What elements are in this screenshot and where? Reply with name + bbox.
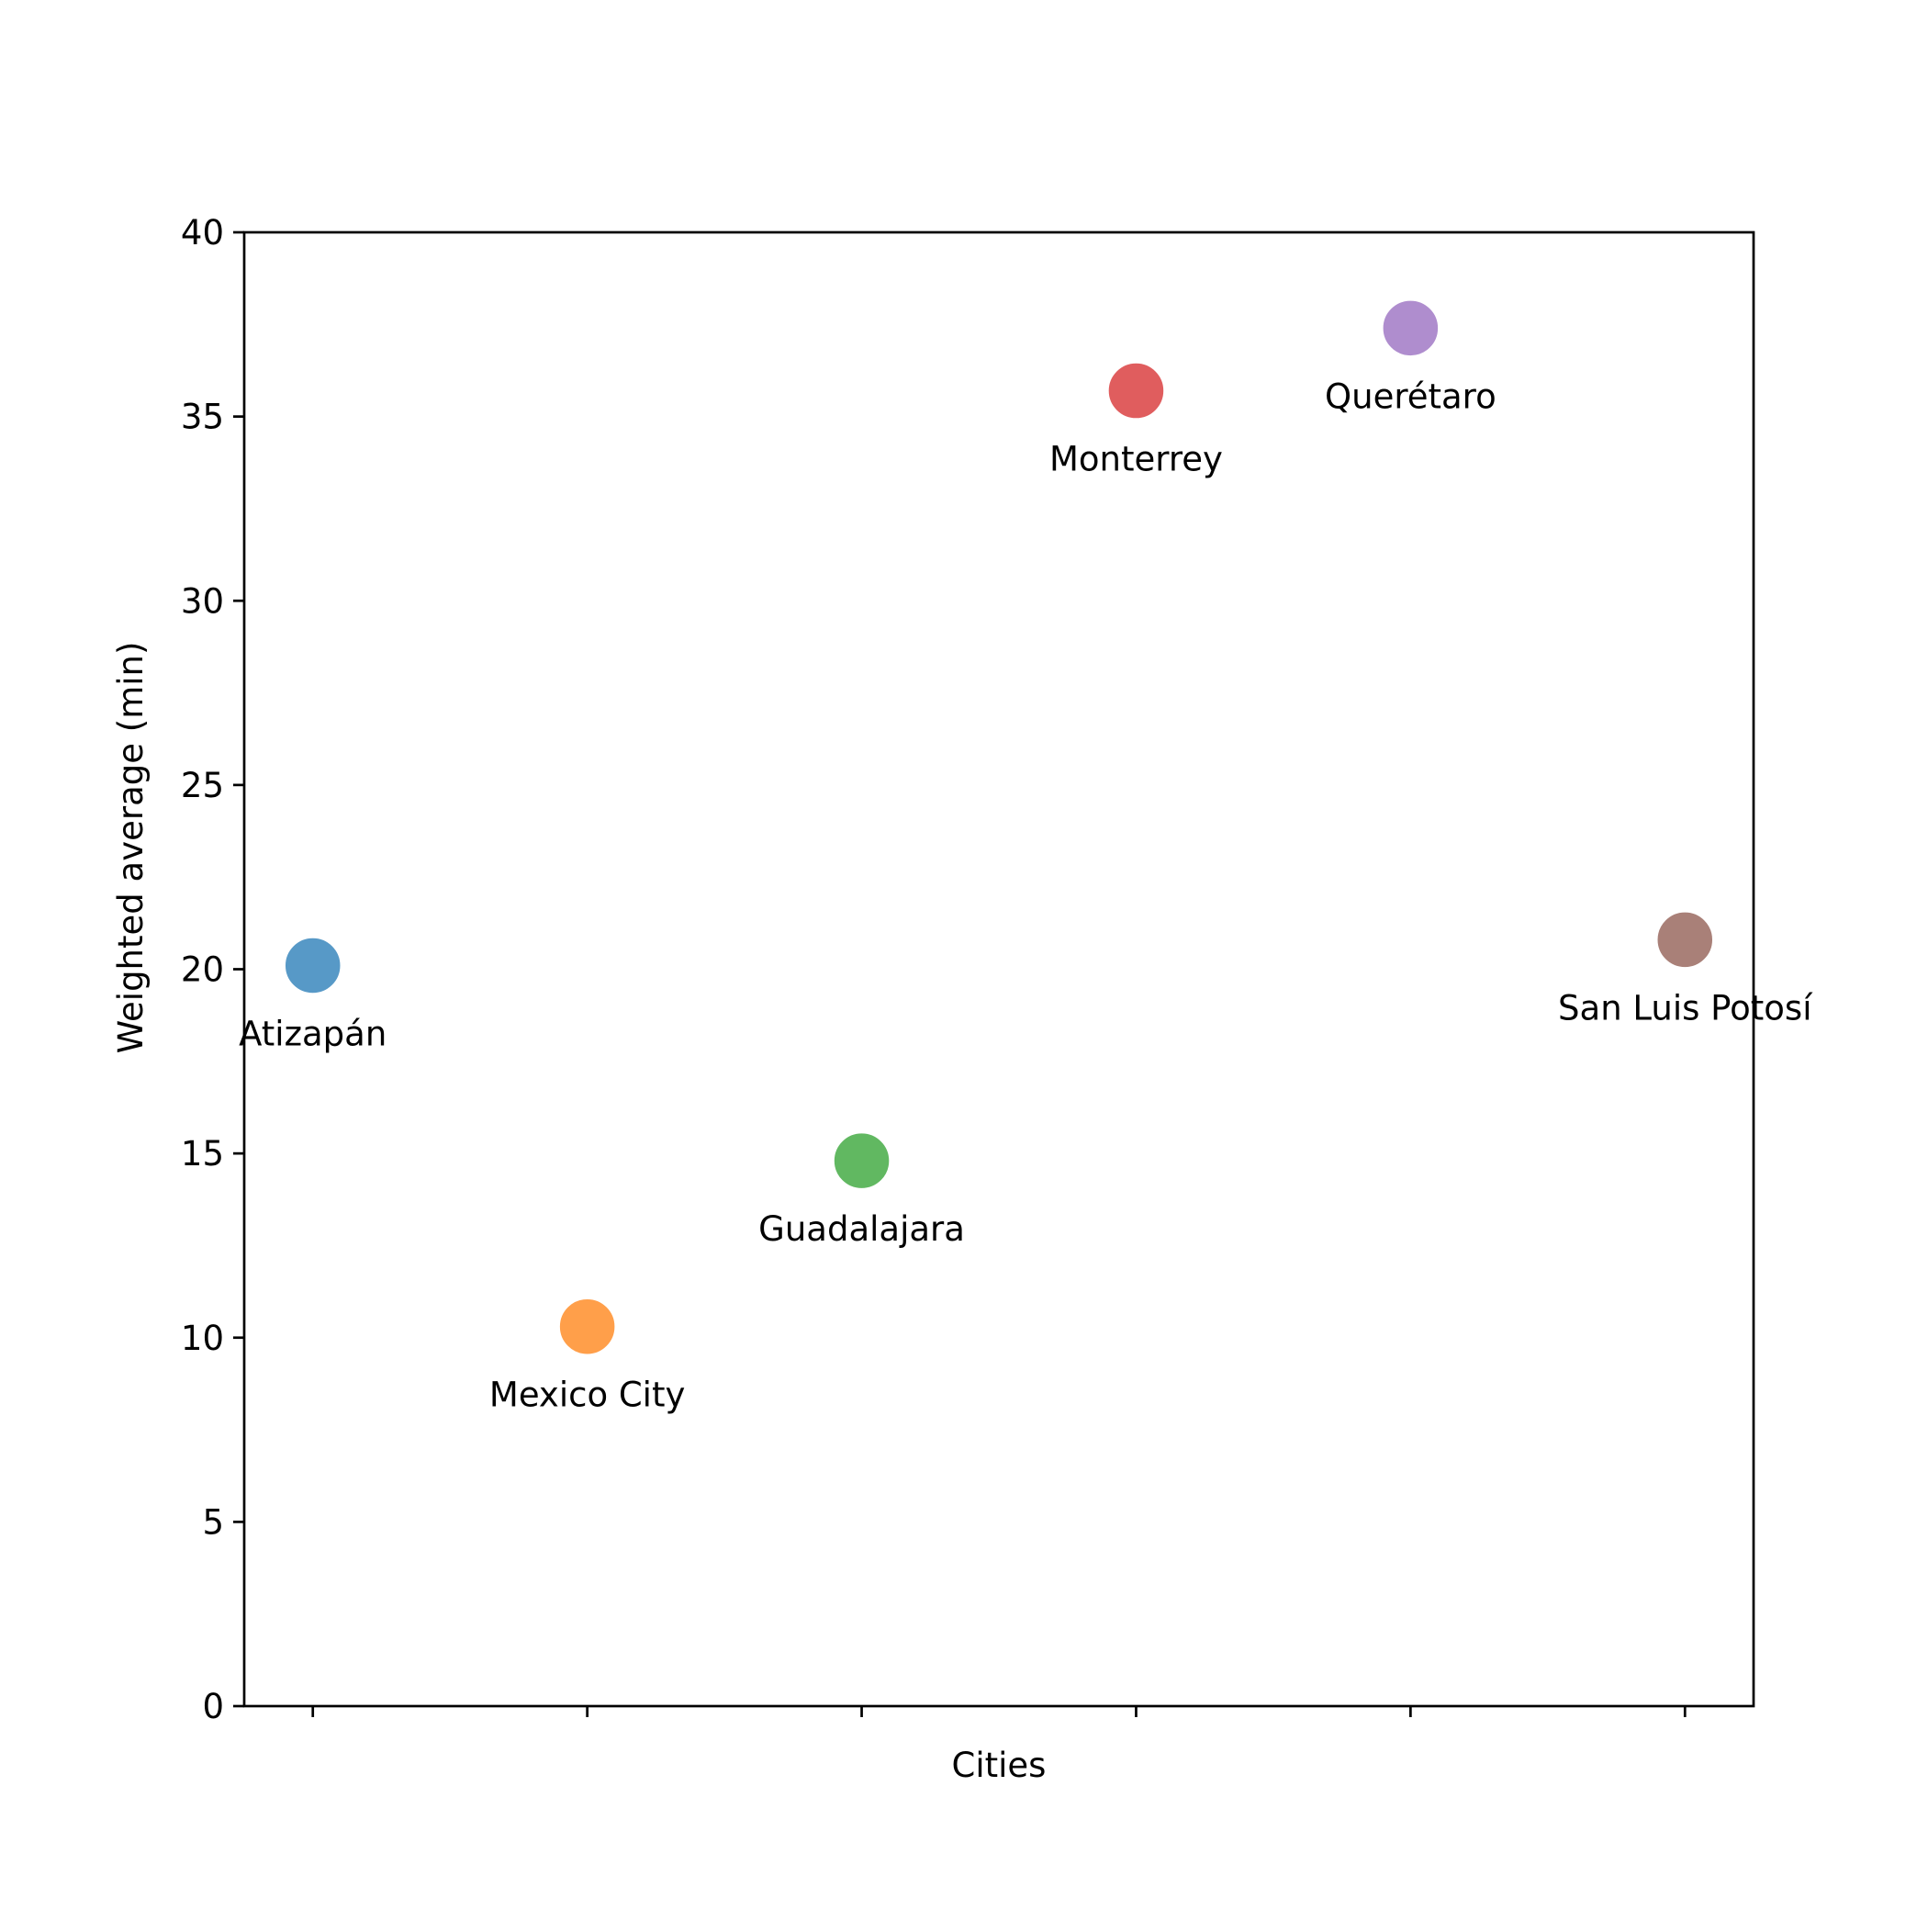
data-label-san-luis-potosi: San Luis Potosí xyxy=(1558,988,1813,1028)
y-tick-label: 15 xyxy=(181,1134,224,1174)
data-label-guadalajara: Guadalajara xyxy=(758,1209,965,1249)
y-tick-label: 10 xyxy=(181,1319,224,1358)
data-point-atizapan xyxy=(283,936,342,995)
data-label-queretaro: Querétaro xyxy=(1325,376,1496,416)
y-tick-label: 5 xyxy=(202,1502,224,1542)
axis-ticks: 0 5 10 15 20 25 30 35 40 xyxy=(181,213,1687,1726)
plot-marks: Atizapán Mexico City Guadalajara Monterrey Q… xyxy=(239,298,1813,1415)
data-point-queretaro xyxy=(1381,298,1440,358)
data-point-san-luis-potosi xyxy=(1655,910,1715,970)
y-tick-label: 40 xyxy=(181,213,224,253)
data-point-monterrey xyxy=(1106,361,1166,421)
y-tick-label: 35 xyxy=(181,398,224,437)
data-point-guadalajara xyxy=(832,1130,891,1191)
y-tick-label: 20 xyxy=(181,950,224,990)
x-axis-label: Cities xyxy=(952,1746,1047,1785)
data-label-atizapan: Atizapán xyxy=(239,1014,387,1053)
y-tick-label: 30 xyxy=(181,581,224,621)
data-point-mexico-city xyxy=(557,1297,617,1356)
y-tick-label: 0 xyxy=(202,1687,224,1726)
data-label-mexico-city: Mexico City xyxy=(489,1376,685,1415)
y-axis-label: Weighted average (min) xyxy=(111,642,151,1054)
y-tick-label: 25 xyxy=(181,766,224,805)
data-label-monterrey: Monterrey xyxy=(1049,440,1223,479)
